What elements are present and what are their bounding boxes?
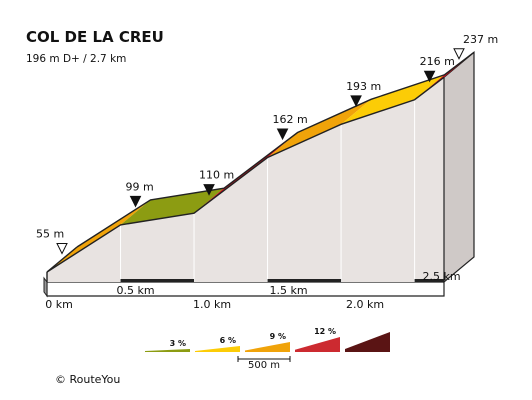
label-layer: 55 m 99 m 110 m 162 m 193 m 216 m 237 m (36, 33, 498, 255)
base-front-face (46, 281, 445, 297)
profile-end-cap (443, 50, 475, 284)
elevation-marker (453, 48, 465, 60)
elevation-marker (423, 70, 436, 83)
elevation-label: 193 m (346, 80, 381, 93)
chart-title: COL DE LA CREU (26, 28, 164, 46)
elevation-marker (350, 95, 362, 107)
x-tick-label: 2.5 km (423, 270, 461, 283)
elevation-marker (276, 128, 289, 141)
legend-swatch (295, 337, 340, 352)
elevation-marker (129, 195, 142, 208)
x-tick-label: 1.0 km (193, 298, 231, 311)
profile-back-edge (76, 51, 475, 248)
km-bar (267, 279, 342, 282)
legend-label: 9 % (270, 332, 286, 341)
elevation-marker (203, 184, 215, 196)
x-tick-label: 1.5 km (270, 284, 308, 297)
elevation-label: 216 m (420, 55, 455, 68)
gradient-segment (47, 199, 151, 272)
elevation-label: 237 m (463, 33, 498, 46)
profile-front-edge (46, 76, 445, 273)
profile-layer (43, 50, 475, 298)
elevation-label: 55 m (36, 228, 64, 241)
tick-layer: 0 km 0.5 km 1.0 km 1.5 km 2.0 km 2.5 km (45, 270, 460, 311)
gradient-segment (341, 74, 445, 125)
legend-label: 3 % (170, 339, 186, 348)
copyright-text: © RouteYou (55, 373, 120, 386)
elevation-label: 99 m (126, 180, 154, 193)
elevation-marker (56, 243, 68, 255)
elevation-label: 162 m (273, 113, 308, 126)
legend-swatch (245, 342, 290, 352)
profile-wall (47, 77, 444, 282)
x-tick-label: 0 km (45, 298, 73, 311)
legend-swatch (195, 346, 240, 352)
x-tick-label: 0.5 km (116, 284, 154, 297)
x-tick-label: 2.0 km (346, 298, 384, 311)
legend-swatch (145, 349, 190, 352)
km-bar (120, 279, 195, 282)
base-left-face (43, 276, 48, 298)
gradient-segment (120, 188, 225, 225)
legend-label: 6 % (220, 336, 236, 345)
chart-subtitle: 196 m D+ / 2.7 km (26, 53, 126, 65)
profile-start-cap (46, 246, 78, 273)
scale-label: 500 m (248, 360, 280, 371)
legend-label: 12 % (314, 327, 336, 336)
km-bar (414, 279, 444, 282)
legend: 3 % 6 % 9 % 12 % 500 m (145, 327, 390, 371)
gradient-segment (267, 99, 372, 158)
legend-swatch (345, 332, 390, 352)
elevation-label: 110 m (199, 169, 234, 182)
